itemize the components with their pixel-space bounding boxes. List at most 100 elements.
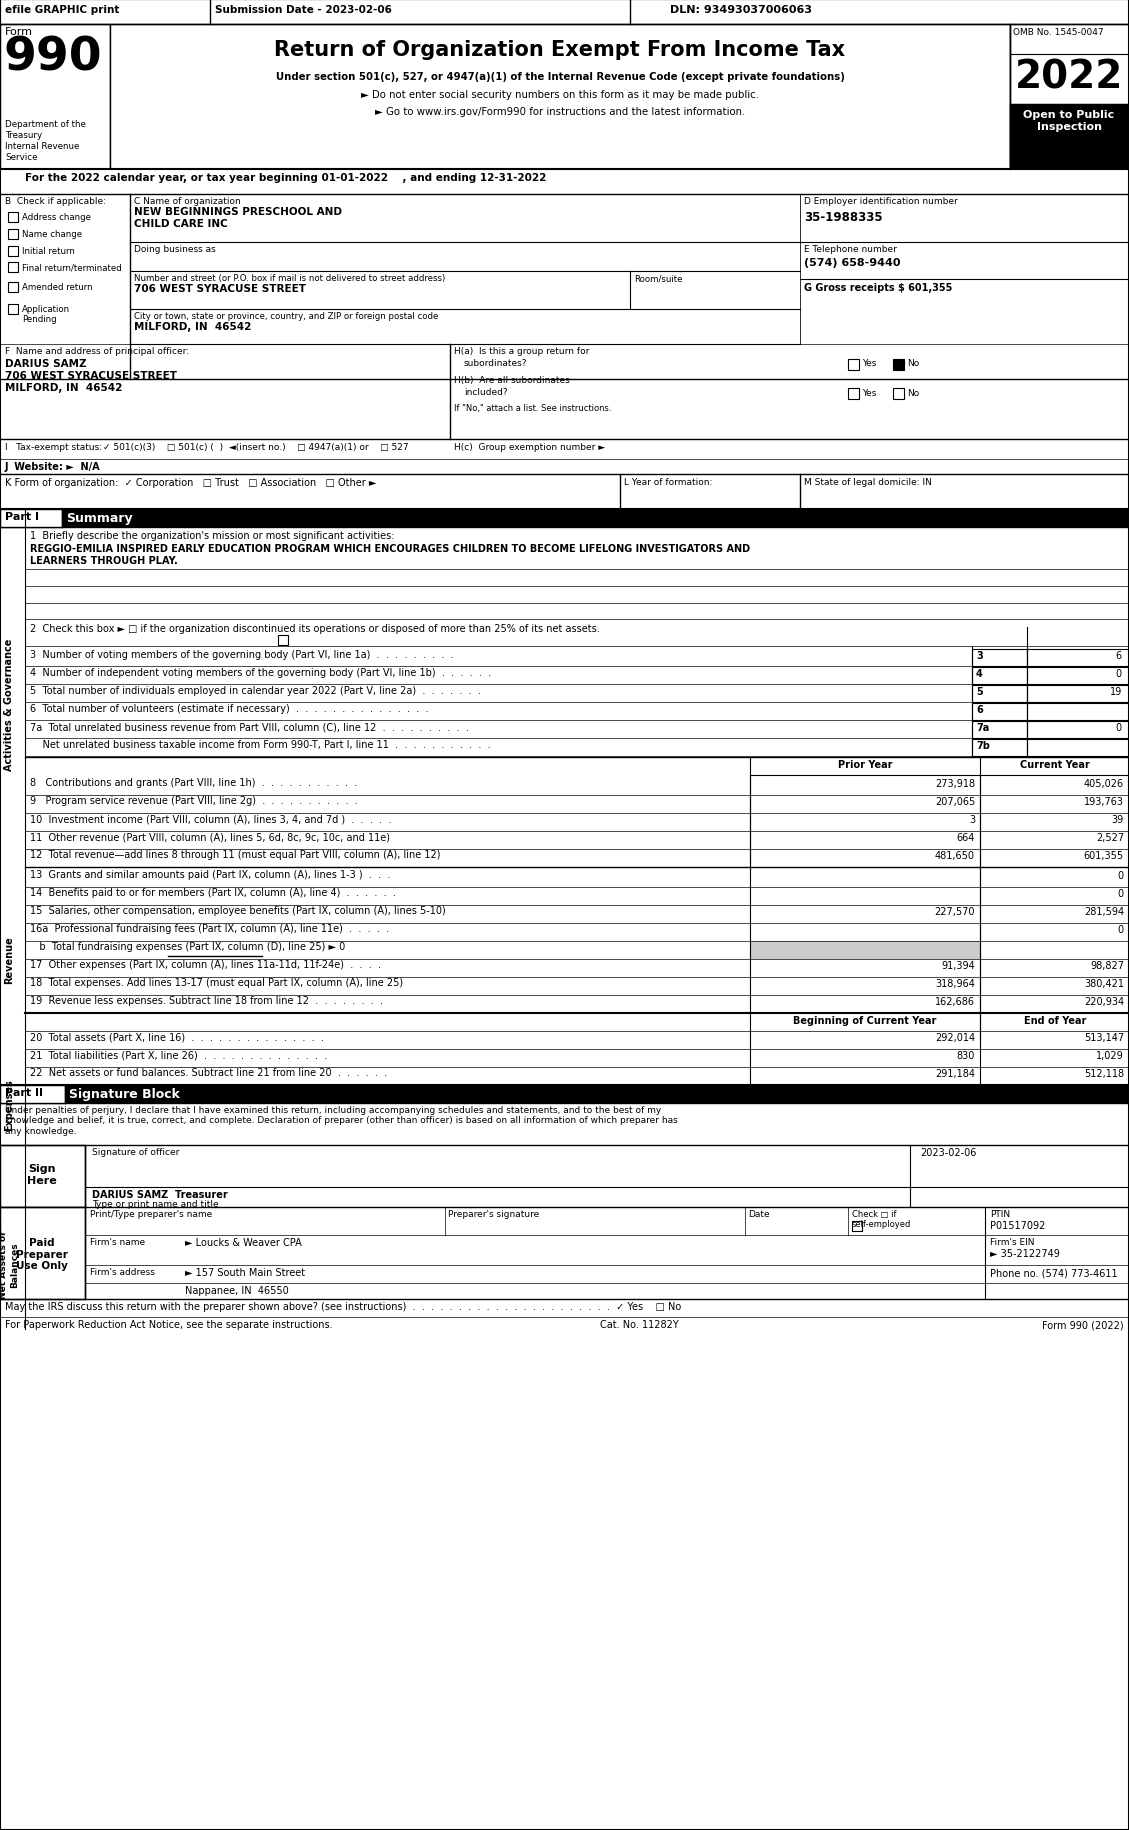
Bar (1010, 26, 1129, 170)
Text: Address change: Address change (21, 212, 91, 221)
Bar (1027, 668, 1129, 684)
Text: 7a: 7a (975, 723, 989, 732)
Text: 91,394: 91,394 (942, 961, 975, 970)
Text: Open to Public
Inspection: Open to Public Inspection (1023, 110, 1114, 132)
Bar (800, 194, 1129, 381)
Text: 0: 0 (1118, 889, 1124, 899)
Text: 0: 0 (1115, 723, 1122, 732)
Text: End of Year: End of Year (1024, 1016, 1086, 1025)
Text: 207,065: 207,065 (935, 796, 975, 807)
Text: ► 157 South Main Street: ► 157 South Main Street (185, 1268, 305, 1277)
Text: For Paperwork Reduction Act Notice, see the separate instructions.: For Paperwork Reduction Act Notice, see … (5, 1319, 333, 1329)
Text: May the IRS discuss this return with the preparer shown above? (see instructions: May the IRS discuss this return with the… (5, 1301, 681, 1312)
Text: Firm's EIN: Firm's EIN (990, 1237, 1034, 1246)
Text: Prior Year: Prior Year (838, 759, 892, 770)
Bar (972, 721, 1027, 739)
Text: ► Do not enter social security numbers on this form as it may be made public.: ► Do not enter social security numbers o… (361, 90, 759, 101)
Text: C Name of organization: C Name of organization (134, 198, 240, 207)
Text: Signature of officer: Signature of officer (91, 1147, 180, 1157)
Text: F  Name and address of principal officer:: F Name and address of principal officer: (5, 348, 190, 355)
Text: Beginning of Current Year: Beginning of Current Year (794, 1016, 937, 1025)
Text: DARIUS SAMZ: DARIUS SAMZ (5, 359, 87, 370)
Text: Type or print name and title: Type or print name and title (91, 1199, 219, 1208)
Text: 2  Check this box ► □ if the organization discontinued its operations or dispose: 2 Check this box ► □ if the organization… (30, 624, 599, 633)
Text: 5: 5 (975, 686, 982, 697)
Bar (8, 212, 18, 223)
Bar (1010, 104, 1129, 170)
Text: REGGIO-EMILIA INSPIRED EARLY EDUCATION PROGRAM WHICH ENCOURAGES CHILDREN TO BECO: REGGIO-EMILIA INSPIRED EARLY EDUCATION P… (30, 544, 750, 565)
Text: 2022: 2022 (1015, 59, 1123, 95)
Text: 0: 0 (1118, 924, 1124, 935)
Text: 22  Net assets or fund balances. Subtract line 21 from line 20  .  .  .  .  .  .: 22 Net assets or fund balances. Subtract… (30, 1067, 387, 1078)
Text: 5  Total number of individuals employed in calendar year 2022 (Part V, line 2a) : 5 Total number of individuals employed i… (30, 686, 481, 695)
Text: J  Website: ►  N/A: J Website: ► N/A (5, 461, 100, 472)
Text: 4  Number of independent voting members of the governing body (Part VI, line 1b): 4 Number of independent voting members o… (30, 668, 491, 677)
Bar (0, 26, 110, 170)
Text: 380,421: 380,421 (1084, 979, 1124, 988)
Text: 20  Total assets (Part X, line 16)  .  .  .  .  .  .  .  .  .  .  .  .  .  .  .: 20 Total assets (Part X, line 16) . . . … (30, 1032, 324, 1041)
Text: City or town, state or province, country, and ZIP or foreign postal code: City or town, state or province, country… (134, 311, 438, 320)
Text: Expenses: Expenses (5, 1078, 14, 1131)
Text: included?: included? (464, 388, 508, 397)
Text: 0: 0 (1115, 668, 1122, 679)
Text: Cat. No. 11282Y: Cat. No. 11282Y (599, 1319, 679, 1329)
Text: 3  Number of voting members of the governing body (Part VI, line 1a)  .  .  .  .: 3 Number of voting members of the govern… (30, 650, 454, 659)
Bar (0, 344, 450, 439)
Text: Under section 501(c), 527, or 4947(a)(1) of the Internal Revenue Code (except pr: Under section 501(c), 527, or 4947(a)(1)… (275, 71, 844, 82)
Text: NEW BEGINNINGS PRESCHOOL AND
CHILD CARE INC: NEW BEGINNINGS PRESCHOOL AND CHILD CARE … (134, 207, 342, 229)
Text: 14  Benefits paid to or for members (Part IX, column (A), line 4)  .  .  .  .  .: 14 Benefits paid to or for members (Part… (30, 888, 396, 897)
Text: 405,026: 405,026 (1084, 778, 1124, 789)
Text: 6  Total number of volunteers (estimate if necessary)  .  .  .  .  .  .  .  .  .: 6 Total number of volunteers (estimate i… (30, 703, 429, 714)
Text: Part II: Part II (5, 1087, 43, 1098)
Bar (0, 1085, 1129, 1103)
Bar (0, 1085, 65, 1103)
Text: Print/Type preparer's name: Print/Type preparer's name (90, 1210, 212, 1219)
Text: DLN: 93493037006063: DLN: 93493037006063 (669, 5, 812, 15)
Text: 2,527: 2,527 (1096, 833, 1124, 842)
Text: Final return/terminated: Final return/terminated (21, 264, 122, 273)
Text: Sign
Here: Sign Here (27, 1164, 56, 1186)
Text: No: No (907, 359, 919, 368)
Text: Room/suite: Room/suite (634, 274, 683, 284)
Text: 21  Total liabilities (Part X, line 26)  .  .  .  .  .  .  .  .  .  .  .  .  .  : 21 Total liabilities (Part X, line 26) .… (30, 1049, 327, 1060)
Text: 4: 4 (975, 668, 982, 679)
Bar (8, 231, 18, 240)
Text: OMB No. 1545-0047: OMB No. 1545-0047 (1013, 27, 1104, 37)
Text: Signature Block: Signature Block (69, 1087, 180, 1100)
Bar (278, 635, 288, 646)
Text: DARIUS SAMZ  Treasurer: DARIUS SAMZ Treasurer (91, 1190, 228, 1199)
Text: 98,827: 98,827 (1089, 961, 1124, 970)
Text: PTIN: PTIN (990, 1210, 1010, 1219)
Text: 7b: 7b (975, 741, 990, 750)
Bar (110, 26, 1010, 170)
Text: Net unrelated business taxable income from Form 990-T, Part I, line 11  .  .  . : Net unrelated business taxable income fr… (30, 739, 491, 750)
Text: ✓ 501(c)(3)    □ 501(c) (  )  ◄(insert no.)    □ 4947(a)(1) or    □ 527: ✓ 501(c)(3) □ 501(c) ( ) ◄(insert no.) □… (103, 443, 409, 452)
Text: 706 WEST SYRACUSE STREET: 706 WEST SYRACUSE STREET (5, 371, 177, 381)
Bar (972, 703, 1027, 721)
Text: 17  Other expenses (Part IX, column (A), lines 11a-11d, 11f-24e)  .  .  .  .: 17 Other expenses (Part IX, column (A), … (30, 959, 380, 970)
Bar (0, 170, 1129, 194)
Bar (893, 388, 904, 399)
Bar (972, 686, 1027, 703)
Text: 318,964: 318,964 (935, 979, 975, 988)
Text: 1  Briefly describe the organization's mission or most significant activities:: 1 Briefly describe the organization's mi… (30, 531, 394, 540)
Text: Summary: Summary (65, 512, 132, 525)
Bar (1027, 739, 1129, 756)
Text: 39: 39 (1112, 814, 1124, 825)
Text: Internal Revenue: Internal Revenue (5, 143, 79, 150)
Text: 7a  Total unrelated business revenue from Part VIII, column (C), line 12  .  .  : 7a Total unrelated business revenue from… (30, 721, 469, 732)
Text: ► Go to www.irs.gov/Form990 for instructions and the latest information.: ► Go to www.irs.gov/Form990 for instruct… (375, 106, 745, 117)
Text: Phone no. (574) 773-4611: Phone no. (574) 773-4611 (990, 1268, 1118, 1277)
Text: 830: 830 (956, 1050, 975, 1060)
Text: MILFORD, IN  46542: MILFORD, IN 46542 (134, 322, 252, 331)
Bar (1027, 703, 1129, 721)
Text: subordinates?: subordinates? (464, 359, 527, 368)
Bar (852, 1221, 863, 1232)
Text: 35-1988335: 35-1988335 (804, 210, 883, 223)
Text: E Telephone number: E Telephone number (804, 245, 896, 254)
Text: 291,184: 291,184 (935, 1069, 975, 1078)
Bar (893, 361, 904, 371)
Text: H(a)  Is this a group return for: H(a) Is this a group return for (454, 348, 589, 355)
Text: 2023-02-06: 2023-02-06 (920, 1147, 977, 1157)
Bar (848, 388, 859, 399)
